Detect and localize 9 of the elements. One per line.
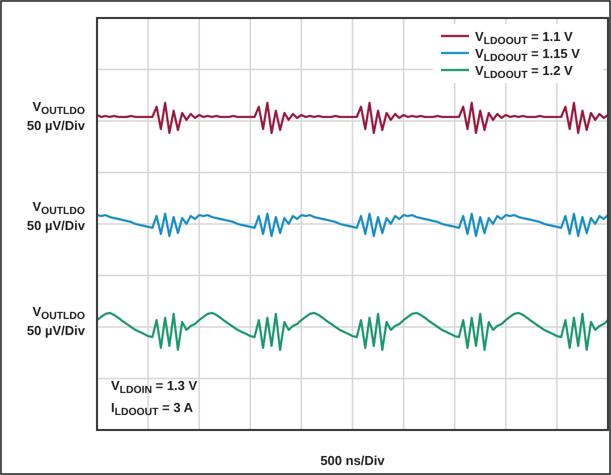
annotation: I$_{LDOOUT}$ = 3 A (111, 400, 194, 418)
text: V$_{OUTLDO}$ 50 µV/Div (26, 304, 86, 338)
legend-label: V$_{LDOOUT}$ = 1.2 V (475, 63, 574, 80)
annotation: V$_{LDOIN}$ = 1.3 V (111, 378, 198, 396)
text: V$_{OUTLDO}$ 50 µV/Div (26, 98, 86, 133)
legend-label: V$_{LDOOUT}$ = 1.15 V (475, 46, 580, 64)
legend-label: V$_{LDOOUT}$ = 1.1 V (475, 29, 574, 46)
x-axis-title: 500 ns/Div (320, 453, 386, 468)
text: V$_{OUTLDO}$ 50 µV/Div (26, 199, 86, 234)
